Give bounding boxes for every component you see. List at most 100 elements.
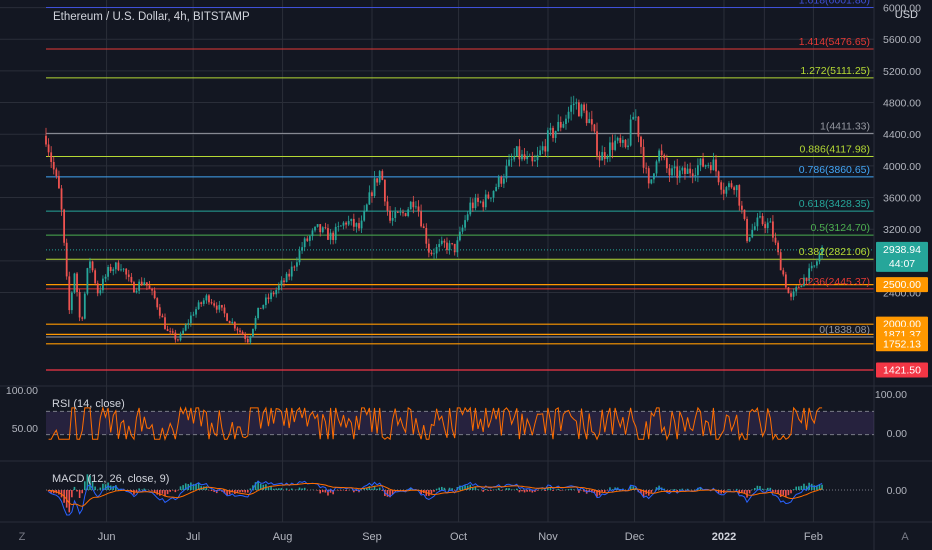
candle[interactable] (427, 238, 430, 258)
candle[interactable] (536, 146, 539, 168)
candle[interactable] (756, 213, 759, 231)
candle[interactable] (345, 221, 347, 229)
candle[interactable] (779, 248, 782, 271)
candle[interactable] (526, 150, 529, 164)
candle[interactable] (293, 265, 296, 272)
candle[interactable] (76, 271, 78, 297)
candle[interactable] (213, 300, 216, 308)
candle[interactable] (471, 198, 474, 212)
candle[interactable] (233, 321, 236, 332)
candle[interactable] (792, 288, 795, 301)
candle[interactable] (575, 98, 578, 110)
candle[interactable] (145, 282, 148, 291)
candle[interactable] (596, 122, 598, 160)
candle[interactable] (264, 293, 267, 309)
candle[interactable] (166, 325, 169, 332)
candle[interactable] (347, 215, 350, 227)
candle[interactable] (298, 246, 301, 266)
candle[interactable] (221, 304, 223, 311)
candle[interactable] (122, 267, 125, 272)
candle[interactable] (572, 95, 575, 115)
candle[interactable] (510, 153, 513, 167)
candle[interactable] (784, 271, 787, 289)
candle[interactable] (740, 200, 743, 214)
candle[interactable] (459, 226, 461, 242)
candle[interactable] (487, 191, 490, 200)
candle[interactable] (733, 185, 736, 195)
candle[interactable] (389, 205, 391, 224)
candle[interactable] (259, 307, 262, 309)
candle[interactable] (342, 221, 345, 230)
candle[interactable] (311, 228, 314, 241)
candle[interactable] (169, 327, 172, 336)
candle[interactable] (262, 304, 265, 310)
candle[interactable] (696, 158, 699, 183)
candle[interactable] (283, 278, 285, 287)
candle[interactable] (743, 209, 746, 221)
candle[interactable] (546, 127, 549, 158)
candle[interactable] (218, 300, 221, 313)
candle[interactable] (350, 218, 353, 226)
candle[interactable] (603, 146, 606, 166)
candle[interactable] (195, 306, 197, 318)
candle[interactable] (717, 170, 720, 186)
candle[interactable] (469, 197, 472, 217)
candle[interactable] (451, 242, 454, 246)
candle[interactable] (114, 261, 117, 274)
candle[interactable] (94, 268, 97, 286)
candle[interactable] (815, 258, 818, 269)
candle[interactable] (738, 184, 741, 211)
candle[interactable] (280, 276, 283, 291)
candle[interactable] (254, 315, 257, 331)
candle[interactable] (58, 170, 60, 189)
candle[interactable] (753, 222, 756, 231)
candle[interactable] (47, 138, 50, 157)
candle[interactable] (86, 267, 89, 296)
candle[interactable] (601, 145, 604, 161)
candle[interactable] (231, 318, 234, 324)
candle[interactable] (378, 169, 381, 185)
candle[interactable] (552, 125, 554, 142)
candle[interactable] (671, 165, 673, 178)
candle[interactable] (158, 303, 161, 319)
candle[interactable] (653, 173, 655, 184)
time-axis-ticks[interactable]: Jun Jul Aug Sep Oct Nov Dec 2022 Feb (98, 531, 823, 543)
candle[interactable] (559, 116, 562, 132)
candle[interactable] (45, 127, 47, 147)
candle[interactable] (578, 99, 580, 117)
candle[interactable] (541, 141, 544, 155)
candle[interactable] (772, 215, 774, 242)
candle[interactable] (81, 316, 84, 321)
candle[interactable] (681, 166, 684, 175)
candle[interactable] (647, 166, 650, 189)
candle[interactable] (52, 156, 55, 175)
candle[interactable] (795, 285, 798, 296)
candle[interactable] (658, 148, 660, 164)
candle[interactable] (83, 291, 86, 320)
candle[interactable] (270, 289, 272, 302)
candle[interactable] (557, 114, 560, 132)
candle[interactable] (182, 327, 185, 335)
z-icon[interactable]: Z (19, 531, 26, 543)
candle[interactable] (102, 275, 104, 294)
candle[interactable] (448, 240, 451, 255)
candle[interactable] (813, 265, 816, 268)
candle[interactable] (272, 290, 275, 297)
candle[interactable] (790, 290, 792, 301)
candle[interactable] (78, 288, 81, 322)
candle[interactable] (689, 162, 692, 178)
candle[interactable] (257, 307, 260, 320)
candle[interactable] (340, 225, 342, 227)
candle[interactable] (425, 223, 428, 249)
candle[interactable] (399, 207, 402, 216)
candle[interactable] (505, 159, 508, 183)
candle[interactable] (109, 263, 112, 273)
candle[interactable] (161, 313, 164, 318)
candle[interactable] (539, 145, 541, 157)
candle[interactable] (205, 293, 208, 304)
candle[interactable] (120, 264, 122, 272)
candle[interactable] (197, 300, 200, 310)
candle[interactable] (329, 229, 332, 245)
candle[interactable] (720, 180, 723, 195)
